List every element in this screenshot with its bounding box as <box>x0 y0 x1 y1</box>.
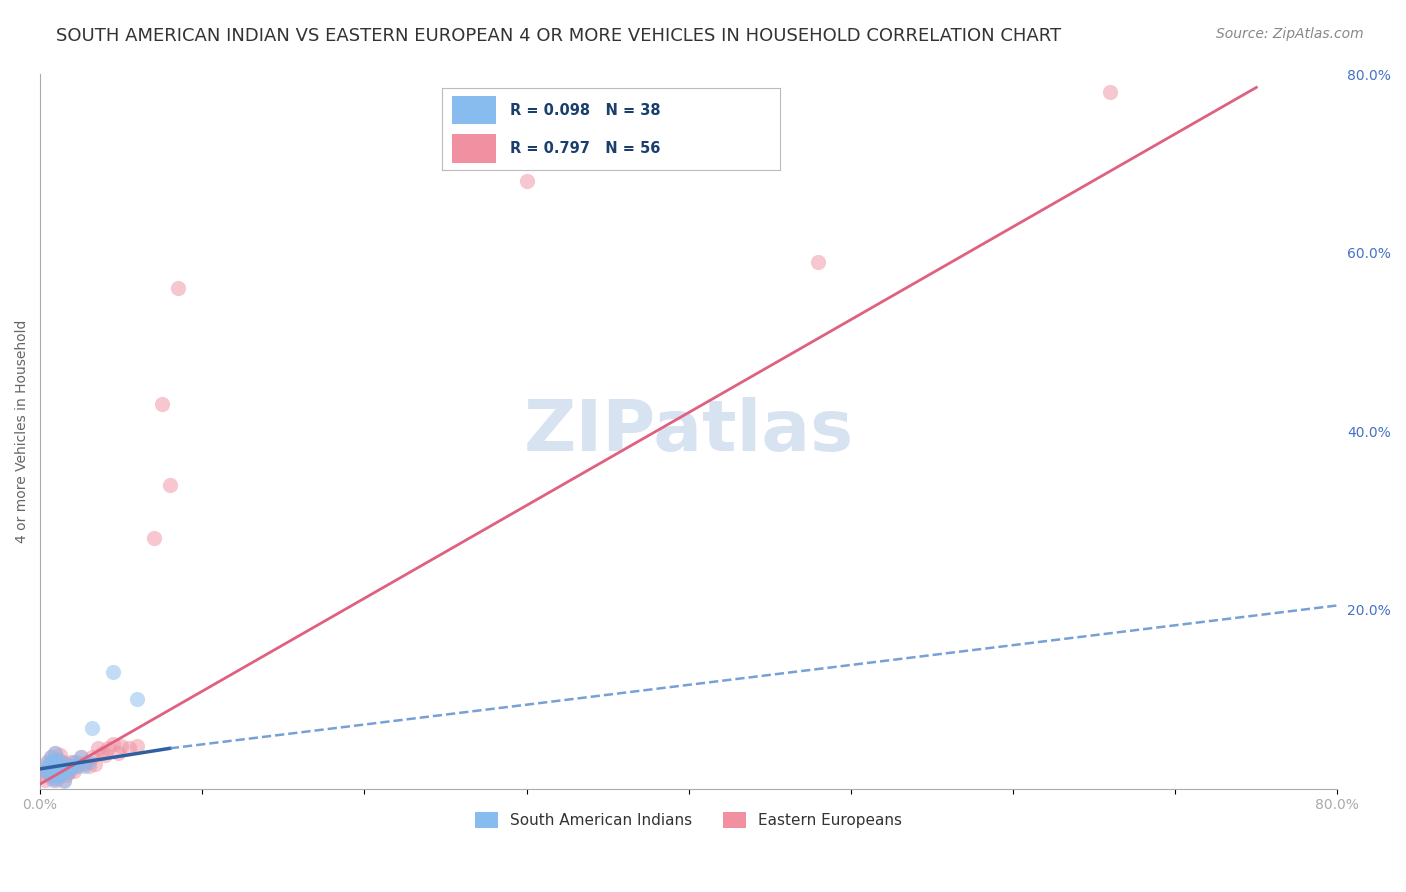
Text: SOUTH AMERICAN INDIAN VS EASTERN EUROPEAN 4 OR MORE VEHICLES IN HOUSEHOLD CORREL: SOUTH AMERICAN INDIAN VS EASTERN EUROPEA… <box>56 27 1062 45</box>
Point <box>66 759 89 773</box>
Text: ZIPatlas: ZIPatlas <box>523 397 853 466</box>
Point <box>101 665 124 680</box>
Point <box>58 762 80 776</box>
Point <box>45 771 67 785</box>
Point <box>37 765 59 780</box>
Point <box>110 739 132 753</box>
Point <box>51 759 73 773</box>
Point <box>127 692 149 706</box>
Point <box>69 750 91 764</box>
Point <box>44 746 66 760</box>
Point <box>55 756 77 771</box>
Point <box>51 768 73 782</box>
Point <box>63 764 86 778</box>
Point <box>56 765 79 780</box>
Point <box>97 741 120 756</box>
Point <box>48 764 70 778</box>
Point <box>62 759 84 773</box>
Point <box>107 746 129 760</box>
Point <box>38 762 60 776</box>
Point <box>46 753 69 767</box>
Point <box>32 768 55 782</box>
Point <box>55 759 77 773</box>
Point <box>38 768 60 782</box>
Point <box>53 764 76 778</box>
Point <box>42 755 65 769</box>
Point <box>46 762 69 776</box>
Point <box>52 755 75 769</box>
Point <box>42 764 65 778</box>
Point <box>38 768 60 782</box>
Point <box>45 772 67 787</box>
Point <box>101 737 124 751</box>
Point <box>42 771 65 785</box>
Point <box>84 756 107 771</box>
Point <box>807 254 830 268</box>
Point <box>41 750 63 764</box>
Point <box>46 768 69 782</box>
Point <box>45 756 67 771</box>
Point <box>52 762 75 776</box>
Point <box>38 756 60 771</box>
Point <box>37 755 59 769</box>
Point <box>159 478 181 492</box>
Point <box>142 532 165 546</box>
Point <box>48 768 70 782</box>
Point <box>44 765 66 780</box>
Point <box>73 756 96 771</box>
Point <box>58 765 80 780</box>
Point <box>51 755 73 769</box>
Point <box>63 755 86 769</box>
Point <box>44 768 66 782</box>
Point <box>94 747 117 762</box>
Point <box>41 756 63 771</box>
Point <box>127 739 149 753</box>
Point <box>53 764 76 778</box>
Point <box>42 755 65 769</box>
Point <box>62 759 84 773</box>
Point <box>167 281 190 295</box>
Point <box>77 755 100 769</box>
Point <box>73 759 96 773</box>
Point <box>80 750 103 764</box>
Point <box>66 759 89 773</box>
Point <box>35 764 58 778</box>
Point <box>42 772 65 787</box>
Point <box>41 750 63 764</box>
Point <box>51 765 73 780</box>
Point <box>46 753 69 767</box>
Point <box>34 764 56 778</box>
Point <box>87 741 110 756</box>
Point <box>44 759 66 773</box>
Point <box>44 746 66 760</box>
Point <box>516 174 538 188</box>
Point <box>56 762 79 776</box>
Point <box>55 768 77 782</box>
Point <box>150 397 173 411</box>
Point <box>69 750 91 764</box>
Point <box>65 755 87 769</box>
Point <box>48 747 70 762</box>
Point <box>59 755 82 769</box>
Point <box>45 765 67 780</box>
Point <box>1099 85 1122 99</box>
Point <box>35 755 58 769</box>
Point <box>75 755 97 769</box>
Point <box>80 721 103 735</box>
Point <box>48 759 70 773</box>
Legend: South American Indians, Eastern Europeans: South American Indians, Eastern European… <box>470 806 908 835</box>
Point <box>77 759 100 773</box>
Point <box>53 772 76 787</box>
Point <box>37 759 59 773</box>
Y-axis label: 4 or more Vehicles in Household: 4 or more Vehicles in Household <box>15 319 30 543</box>
Point <box>118 741 141 756</box>
Point <box>34 772 56 787</box>
Point <box>35 759 58 773</box>
Point <box>90 746 112 760</box>
Text: Source: ZipAtlas.com: Source: ZipAtlas.com <box>1216 27 1364 41</box>
Point <box>41 764 63 778</box>
Point <box>37 765 59 780</box>
Point <box>45 759 67 773</box>
Point <box>53 774 76 789</box>
